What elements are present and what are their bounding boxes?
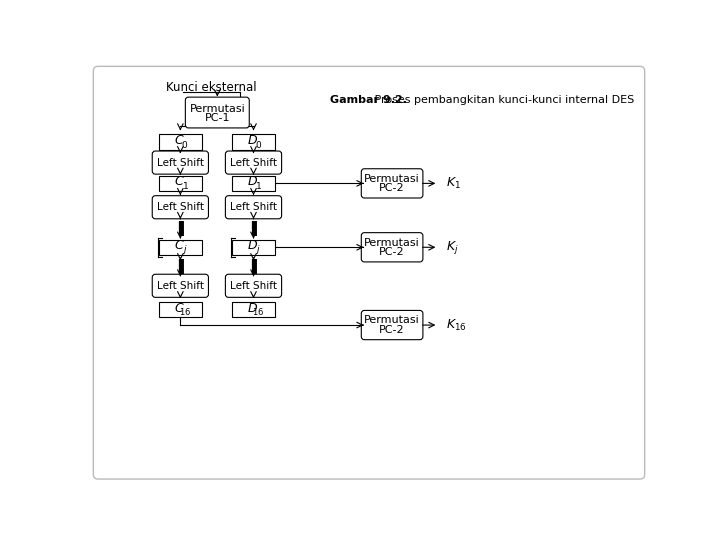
Text: ❚: ❚ <box>247 259 260 274</box>
Text: $1$: $1$ <box>181 180 189 191</box>
FancyBboxPatch shape <box>152 151 209 174</box>
Text: PC-2: PC-2 <box>379 247 405 257</box>
Text: Permutasi: Permutasi <box>189 104 246 114</box>
Text: ${16}$: ${16}$ <box>179 307 191 318</box>
Text: PC-2: PC-2 <box>379 183 405 193</box>
FancyBboxPatch shape <box>233 240 274 255</box>
Text: $C$: $C$ <box>174 239 185 252</box>
Text: Permutasi: Permutasi <box>364 315 420 326</box>
Text: $j$: $j$ <box>256 243 261 256</box>
FancyBboxPatch shape <box>159 240 202 255</box>
Text: $1$: $1$ <box>255 180 261 191</box>
Text: $C$: $C$ <box>174 176 185 188</box>
FancyBboxPatch shape <box>233 176 274 191</box>
FancyBboxPatch shape <box>159 176 202 191</box>
FancyBboxPatch shape <box>159 302 202 318</box>
Text: $K_j$: $K_j$ <box>446 239 459 256</box>
Text: ❚: ❚ <box>174 259 186 274</box>
Text: ❚: ❚ <box>247 220 260 235</box>
FancyBboxPatch shape <box>361 310 423 340</box>
Text: Kunci eksternal: Kunci eksternal <box>166 82 256 94</box>
Text: PC-1: PC-1 <box>204 113 230 123</box>
FancyBboxPatch shape <box>233 302 274 318</box>
FancyBboxPatch shape <box>152 195 209 219</box>
Text: $D$: $D$ <box>247 134 258 147</box>
Text: $K_1$: $K_1$ <box>446 176 461 191</box>
Text: Proses pembangkitan kunci-kunci internal DES: Proses pembangkitan kunci-kunci internal… <box>371 95 634 105</box>
FancyBboxPatch shape <box>233 134 274 150</box>
Text: $K_{16}$: $K_{16}$ <box>446 318 467 333</box>
Text: Left Shift: Left Shift <box>230 158 277 167</box>
Text: Left Shift: Left Shift <box>230 281 277 291</box>
Text: Left Shift: Left Shift <box>230 202 277 212</box>
Text: $C$: $C$ <box>174 302 185 315</box>
FancyBboxPatch shape <box>361 168 423 198</box>
FancyBboxPatch shape <box>159 134 202 150</box>
FancyBboxPatch shape <box>152 274 209 298</box>
Text: PC-2: PC-2 <box>379 325 405 335</box>
FancyBboxPatch shape <box>225 195 282 219</box>
Text: Permutasi: Permutasi <box>364 238 420 248</box>
Text: $D$: $D$ <box>247 302 258 315</box>
FancyBboxPatch shape <box>225 274 282 298</box>
Text: Left Shift: Left Shift <box>157 158 204 167</box>
Text: $0$: $0$ <box>255 139 261 150</box>
Text: Left Shift: Left Shift <box>157 281 204 291</box>
FancyBboxPatch shape <box>94 66 644 479</box>
FancyBboxPatch shape <box>361 233 423 262</box>
Text: ❚: ❚ <box>174 220 186 235</box>
Text: Permutasi: Permutasi <box>364 174 420 184</box>
Text: Left Shift: Left Shift <box>157 202 204 212</box>
Text: Gambar 9.2.: Gambar 9.2. <box>330 95 408 105</box>
FancyBboxPatch shape <box>225 151 282 174</box>
Text: $j$: $j$ <box>182 243 188 256</box>
Text: $D$: $D$ <box>247 239 258 252</box>
Text: ${16}$: ${16}$ <box>252 307 264 318</box>
Text: $C$: $C$ <box>174 134 185 147</box>
Text: $D$: $D$ <box>247 176 258 188</box>
FancyBboxPatch shape <box>185 97 249 128</box>
Text: $0$: $0$ <box>181 139 189 150</box>
